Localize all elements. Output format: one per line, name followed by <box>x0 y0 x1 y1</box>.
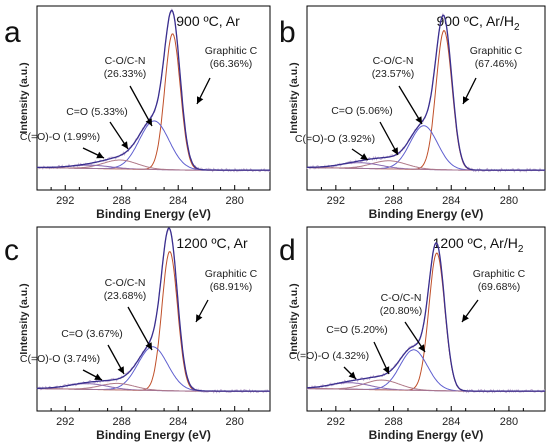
x-tick-label: 280 <box>500 416 518 428</box>
panel-d: 292 288 284 280 Binding Energy (eV) Intensity… <box>279 226 546 442</box>
annotation-percent-co-cn: (23.57%) <box>372 68 415 80</box>
x-tick-label: 284 <box>169 195 187 207</box>
annotation-percent-graphitic: (69.68%) <box>478 281 521 293</box>
condition-label: 1200 ºC, Ar <box>176 235 248 251</box>
annotation-percent-co-cn: (26.33%) <box>104 68 147 80</box>
annotation-graphitic: Graphitic C <box>473 268 526 280</box>
x-axis-label: Binding Energy (eV) <box>369 207 484 221</box>
raw-spectrum <box>306 12 546 173</box>
x-axis-label: Binding Energy (eV) <box>96 207 211 221</box>
annotation-percent-graphitic: (68.91%) <box>210 281 253 293</box>
arrow-head <box>145 342 152 350</box>
arrow-head <box>96 151 104 159</box>
arrow-head <box>117 366 124 374</box>
x-tick-label: 292 <box>56 195 74 207</box>
x-tick-label: 284 <box>442 195 460 207</box>
annotation-co-cn: C-O/C-N <box>373 55 414 67</box>
envelope-curve <box>306 242 545 392</box>
annotation-c-eq-o: C=O (3.67%) <box>61 328 123 340</box>
x-tick-label: 280 <box>500 195 518 207</box>
arrow-head <box>121 141 128 149</box>
raw-spectrum <box>36 227 271 394</box>
arrow-head <box>348 371 356 379</box>
envelope-curve <box>307 14 545 171</box>
arrow-head <box>391 147 398 155</box>
arrow-head <box>360 153 368 160</box>
arrow-head <box>145 118 152 126</box>
annotation-graphitic: Graphitic C <box>205 45 258 57</box>
plot-frame <box>36 5 271 191</box>
annotation-c-eq-o: C=O (5.06%) <box>331 105 393 117</box>
x-axis-label: Binding Energy (eV) <box>369 428 484 442</box>
annotation-graphitic: Graphitic C <box>470 45 523 57</box>
x-axis-label: Binding Energy (eV) <box>96 428 211 442</box>
x-tick-label: 280 <box>226 416 244 428</box>
condition-label: 900 ºC, Ar/H2 <box>436 13 519 33</box>
x-tick-label: 288 <box>384 195 402 207</box>
annotation-c-eq-o: C=O (5.20%) <box>326 324 388 336</box>
annotation-percent-graphitic: (67.46%) <box>475 58 518 70</box>
arrow-head <box>197 96 204 104</box>
condition-label: 1200 ºC, Ar/H2 <box>433 235 524 255</box>
annotation-percent-co-cn: (23.68%) <box>104 290 147 302</box>
x-tick-label: 284 <box>442 416 460 428</box>
annotation-c-o-o: C(=O)-O (4.32%) <box>289 350 369 362</box>
arrow-head <box>94 373 102 380</box>
annotation-co-cn: C-O/C-N <box>105 55 146 67</box>
plot-frame <box>306 5 546 191</box>
y-axis-label: Intensity (a.u.) <box>288 62 300 133</box>
annotation-c-o-o: C(=O)-O (3.74%) <box>20 353 100 365</box>
x-tick-label: 292 <box>327 195 345 207</box>
annotation-co-cn: C-O/C-N <box>381 292 422 304</box>
x-tick-label: 292 <box>327 416 345 428</box>
envelope-curve <box>37 9 270 171</box>
annotation-arrow <box>398 85 423 125</box>
arrow-head <box>462 314 469 322</box>
panel-c: 292 288 284 280 Binding Energy (eV) Intensity… <box>4 226 271 442</box>
y-axis-label: Intensity (a.u.) <box>288 283 300 354</box>
raw-spectrum <box>306 243 546 394</box>
x-tick-label: 288 <box>113 416 131 428</box>
x-tick-label: 292 <box>56 416 74 428</box>
annotation-percent-graphitic: (66.36%) <box>210 58 253 70</box>
arrow-head <box>463 96 470 104</box>
annotation-c-o-o: C(=O)-O (3.92%) <box>295 133 375 145</box>
annotation-graphitic: Graphitic C <box>205 268 258 280</box>
condition-label: 900 ºC, Ar <box>176 13 240 29</box>
raw-spectrum <box>36 7 271 173</box>
panel-b: 292 288 284 280 Binding Energy (eV) Intensity… <box>279 5 546 221</box>
panel-a: 292 288 284 280 Binding Energy (eV) Intensity… <box>4 5 271 221</box>
x-tick-label: 284 <box>169 416 187 428</box>
panel-letter: b <box>279 16 296 49</box>
annotation-arrow <box>129 85 153 127</box>
y-axis-label: Intensity (a.u.) <box>18 62 30 133</box>
plot-frame <box>306 226 546 412</box>
x-tick-label: 280 <box>226 195 244 207</box>
panel-letter: a <box>4 16 21 49</box>
arrow-head <box>415 116 422 124</box>
annotation-c-o-o: C(=O)-O (1.99%) <box>20 131 100 143</box>
plot-frame <box>36 226 271 412</box>
arrow-head <box>418 344 425 352</box>
component-curve-c-eq-o <box>307 160 545 171</box>
panel-letter: d <box>279 234 296 267</box>
x-tick-label: 288 <box>113 195 131 207</box>
arrow-head <box>196 314 203 322</box>
annotation-c-eq-o: C=O (5.33%) <box>66 106 128 118</box>
y-axis-label: Intensity (a.u.) <box>18 283 30 354</box>
envelope-curve <box>37 227 270 392</box>
annotation-percent-co-cn: (20.80%) <box>380 305 423 317</box>
annotation-arrow <box>127 306 153 351</box>
x-tick-label: 288 <box>384 416 402 428</box>
arrow-head <box>382 366 390 374</box>
panel-letter: c <box>4 234 19 267</box>
annotation-co-cn: C-O/C-N <box>105 277 146 289</box>
